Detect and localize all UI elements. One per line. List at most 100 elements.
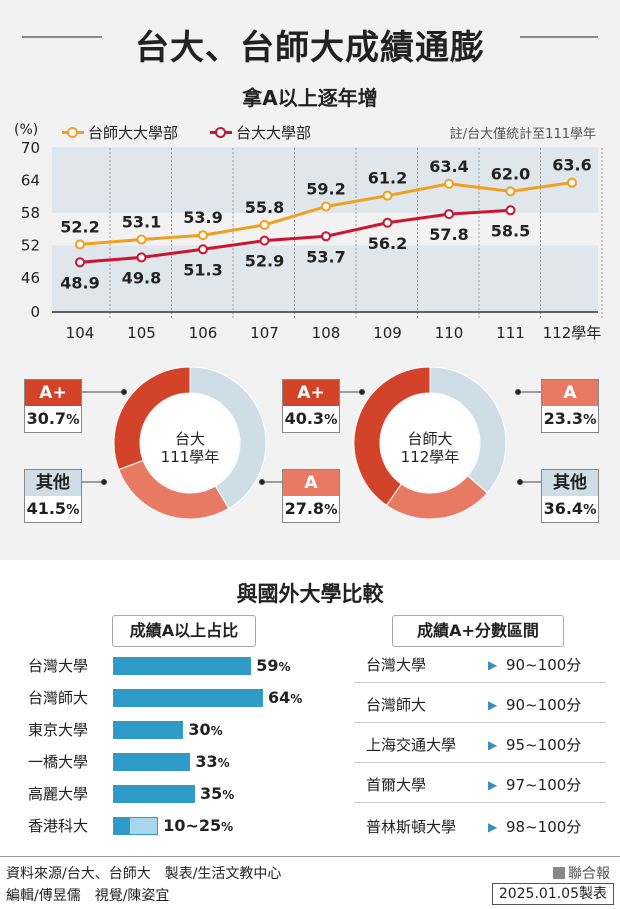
donut-slice-2 <box>429 366 507 494</box>
range-value: 98~100分 <box>506 818 582 836</box>
donut-slice-2 <box>189 366 267 510</box>
triangle-right-icon: ▶ <box>488 738 498 752</box>
bar-category-label: 高麗大學 <box>28 785 89 803</box>
bar <box>113 689 263 707</box>
bar-segment <box>113 817 130 835</box>
editor-credit: 編輯/傅昱儒 視覺/陳姿宜 <box>6 888 170 904</box>
data-label: 51.3 <box>183 260 222 279</box>
x-tick-label: 107 <box>250 324 279 342</box>
divider <box>354 802 606 803</box>
donut-ntnu-center: 台師大 112學年 <box>382 430 478 466</box>
y-unit-label: (%) <box>14 122 39 138</box>
bar-row: 香港科大 10~25% <box>0 814 340 838</box>
range-row: 台灣大學 ▶ 90~100分 <box>358 653 603 677</box>
data-point <box>136 252 147 263</box>
data-point <box>567 177 577 188</box>
bar-row: 一橋大學 33% <box>0 750 340 774</box>
data-label: 49.8 <box>122 268 161 287</box>
data-point <box>136 234 147 245</box>
left-subheading: 成績A以上占比 <box>112 615 256 647</box>
grid-band <box>52 147 598 181</box>
legend-ntnu: 台師大大學部 <box>62 122 178 143</box>
page-title: 台大、台師大成績通膨 <box>135 28 485 68</box>
range-value: 90~100分 <box>506 696 582 714</box>
y-tick-label: 70 <box>21 140 40 157</box>
range-name: 台灣師大 <box>366 696 427 714</box>
donut-hole <box>381 394 479 492</box>
bar-category-label: 東京大學 <box>28 721 89 739</box>
title-rule <box>0 36 620 38</box>
donut-hole <box>141 394 239 492</box>
ntnu-a-box: A 23.3% <box>541 379 599 433</box>
brand-mark-icon <box>553 867 565 879</box>
data-point <box>259 219 270 230</box>
data-point <box>444 209 454 220</box>
ntu-aplus-value: 30.7% <box>26 409 80 428</box>
bar-row: 東京大學 30% <box>0 718 340 742</box>
data-point <box>444 178 454 189</box>
data-label: 53.9 <box>183 208 222 227</box>
x-tick-label: 108 <box>312 324 341 342</box>
callout-connectors <box>82 389 541 485</box>
triangle-right-icon: ▶ <box>488 698 498 712</box>
range-value: 95~100分 <box>506 736 582 754</box>
data-label: 48.9 <box>60 273 99 292</box>
y-tick-label: 64 <box>21 172 40 190</box>
bar-value-label: 35% <box>200 784 235 803</box>
data-point <box>505 186 516 197</box>
source-credit: 資料來源/台大、台師大 製表/生活文教中心 <box>6 866 282 882</box>
ntnu-aplus-value: 40.3% <box>284 409 338 428</box>
data-label: 61.2 <box>368 169 407 188</box>
data-point <box>75 239 85 250</box>
range-row: 上海交通大學 ▶ 95~100分 <box>358 733 603 757</box>
bar-value-label: 10~25% <box>163 816 234 835</box>
date-stamp: 2025.01.05製表 <box>491 883 614 905</box>
data-label: 52.9 <box>245 252 284 271</box>
bar-value-label: 33% <box>195 752 230 771</box>
bar-value-label: 64% <box>268 688 303 707</box>
bar <box>113 721 184 739</box>
ntu-aplus-label: A+ <box>25 380 81 406</box>
ntu-aplus-box: A+ 30.7% <box>24 379 82 433</box>
data-point <box>382 217 393 228</box>
legend-ntu-swatch <box>210 127 232 138</box>
data-label: 57.8 <box>429 225 468 244</box>
bar-category-label: 一橋大學 <box>28 753 89 771</box>
divider <box>354 722 606 723</box>
data-label: 63.6 <box>552 156 591 175</box>
triangle-right-icon: ▶ <box>488 820 498 834</box>
ntu-other-label: 其他 <box>25 470 81 496</box>
triangle-right-icon: ▶ <box>488 658 498 672</box>
x-tick-label: 112學年 <box>543 324 602 342</box>
donut-ntu-center-line2: 111學年 <box>160 448 220 466</box>
ntu-a-value: 27.8% <box>284 499 338 518</box>
footer: 資料來源/台大、台師大 製表/生活文教中心 編輯/傅昱儒 視覺/陳姿宜 聯合報 … <box>0 856 620 909</box>
bar-category-label: 台灣師大 <box>28 689 89 707</box>
bar-row: 台灣師大 64% <box>0 686 340 710</box>
donut-ntnu <box>353 366 507 520</box>
legend-ntu-label: 台大大學部 <box>236 124 312 142</box>
x-tick-label: 109 <box>373 324 402 342</box>
x-tick-label: 111 <box>496 324 525 342</box>
range-value: 97~100分 <box>506 776 582 794</box>
y-tick-label: 52 <box>21 237 40 255</box>
ntnu-a-value: 23.3% <box>543 409 597 428</box>
data-label: 52.2 <box>60 217 99 236</box>
data-point <box>259 235 270 246</box>
data-point <box>321 231 331 242</box>
chart-subtitle: 拿A以上逐年增 <box>242 86 378 110</box>
x-tick-label: 110 <box>435 324 464 342</box>
ntnu-aplus-label: A+ <box>283 380 339 406</box>
legend-ntnu-swatch <box>62 127 84 138</box>
donut-ntnu-center-line1: 台師大 <box>407 430 453 448</box>
range-name: 上海交通大學 <box>366 736 457 754</box>
ntnu-other-label: 其他 <box>542 470 598 496</box>
range-row: 台灣師大 ▶ 90~100分 <box>358 693 603 717</box>
ntnu-other-box: 其他 36.4% <box>541 469 599 523</box>
data-label: 53.1 <box>122 213 161 232</box>
bar <box>113 753 191 771</box>
data-label: 53.7 <box>306 247 345 266</box>
data-point <box>198 244 208 255</box>
range-row: 普林斯頓大學 ▶ 98~100分 <box>358 815 603 839</box>
grid-band <box>52 278 598 312</box>
